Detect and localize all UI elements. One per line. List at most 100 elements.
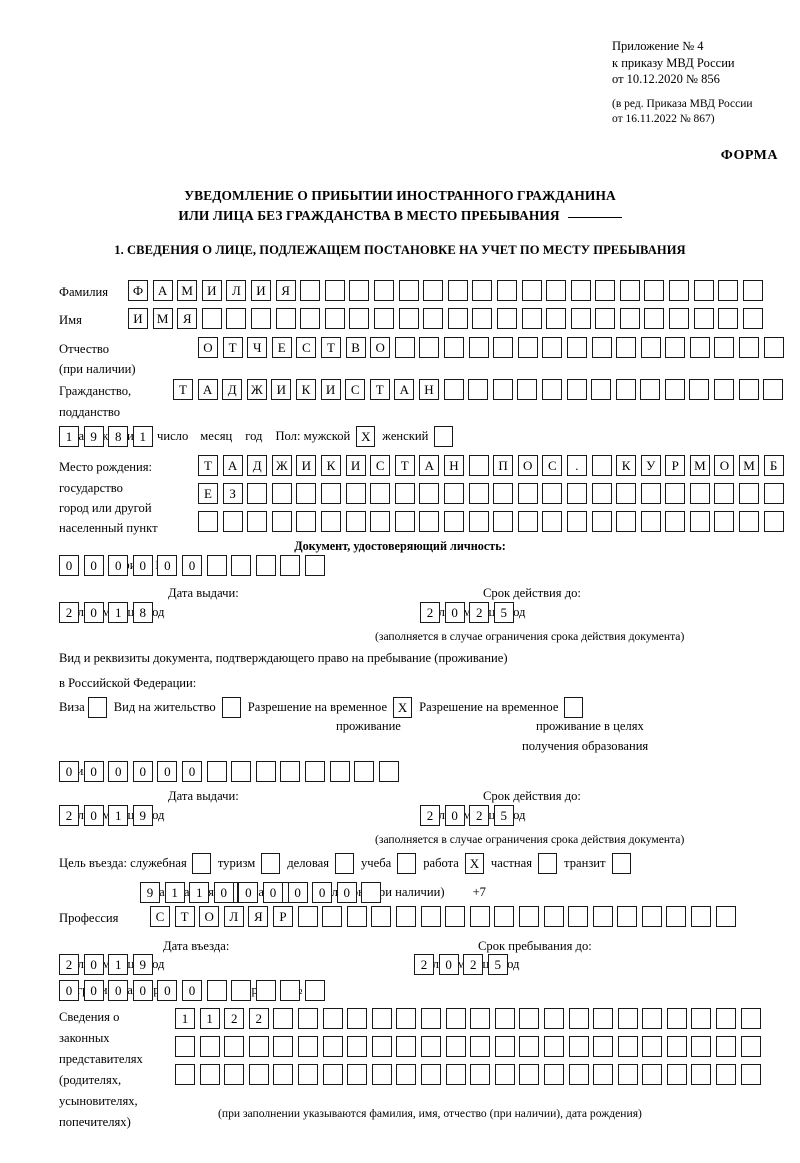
checkbox-purpose-private[interactable] xyxy=(538,853,558,874)
grid-cell[interactable]: И xyxy=(271,379,292,400)
grid-cell[interactable]: Д xyxy=(247,455,268,476)
grid-cell[interactable]: 2 xyxy=(414,954,434,975)
grid-cell[interactable] xyxy=(423,280,444,301)
grid-cell[interactable]: П xyxy=(493,455,514,476)
grid-cell[interactable]: Ф xyxy=(128,280,148,301)
grid-cell[interactable] xyxy=(445,1036,466,1057)
grid-cell[interactable] xyxy=(689,483,710,504)
grid-cell[interactable] xyxy=(371,1008,392,1029)
grid-cell[interactable] xyxy=(517,379,538,400)
grid-cell[interactable] xyxy=(714,511,735,532)
grid-cell[interactable] xyxy=(247,511,268,532)
grid-cell[interactable]: 2 xyxy=(59,954,79,975)
grid-cell[interactable] xyxy=(689,511,710,532)
grid-cell[interactable] xyxy=(398,280,419,301)
grid-cell[interactable] xyxy=(199,1064,220,1085)
grid-cell[interactable] xyxy=(739,511,760,532)
grid-cell[interactable] xyxy=(248,1064,269,1085)
grid-cell[interactable] xyxy=(324,308,345,329)
grid-cell[interactable] xyxy=(640,511,661,532)
grid-cell[interactable]: Д xyxy=(222,379,243,400)
grid-cell[interactable]: С xyxy=(296,337,317,358)
grid-cell[interactable]: Ч xyxy=(247,337,268,358)
grid-cell[interactable]: И xyxy=(345,455,366,476)
grid-cell[interactable] xyxy=(595,308,616,329)
grid-cell[interactable] xyxy=(517,483,538,504)
grid-cell[interactable] xyxy=(570,280,591,301)
grid-cell[interactable] xyxy=(739,337,760,358)
grid-cell[interactable]: О xyxy=(714,455,735,476)
grid-cell[interactable] xyxy=(740,1064,761,1085)
grid-cell[interactable]: 2 xyxy=(469,602,490,623)
grid-cell[interactable]: И xyxy=(201,280,222,301)
grid-cell[interactable]: Б xyxy=(763,455,784,476)
grid-cell[interactable] xyxy=(346,906,367,927)
grid-cell[interactable] xyxy=(521,308,542,329)
grid-cell[interactable]: 0 xyxy=(132,555,153,576)
grid-cell[interactable] xyxy=(255,980,276,1001)
grid-cell[interactable]: И xyxy=(296,455,317,476)
grid-cell[interactable] xyxy=(739,483,760,504)
grid-cell[interactable]: Н xyxy=(418,379,439,400)
grid-cell[interactable] xyxy=(420,1008,441,1029)
grid-cell[interactable]: 0 xyxy=(336,882,357,903)
grid-cell[interactable]: Ж xyxy=(246,379,267,400)
grid-cell[interactable]: В xyxy=(345,337,366,358)
grid-cell[interactable] xyxy=(591,337,612,358)
grid-cell[interactable] xyxy=(275,308,296,329)
grid-cell[interactable] xyxy=(640,483,661,504)
grid-cell[interactable] xyxy=(541,379,562,400)
grid-cell[interactable] xyxy=(691,1008,712,1029)
grid-cell[interactable] xyxy=(201,308,222,329)
grid-cell[interactable] xyxy=(396,1036,417,1057)
grid-cell[interactable] xyxy=(300,308,321,329)
grid-cell[interactable]: Р xyxy=(665,455,686,476)
grid-cell[interactable]: 0 xyxy=(238,882,259,903)
grid-cell[interactable] xyxy=(542,483,563,504)
grid-cell[interactable] xyxy=(370,511,391,532)
grid-cell[interactable]: 0 xyxy=(108,555,129,576)
grid-cell[interactable] xyxy=(280,980,301,1001)
grid-cell[interactable] xyxy=(568,1064,589,1085)
grid-cell[interactable] xyxy=(322,1008,343,1029)
grid-cell[interactable]: 0 xyxy=(157,761,178,782)
grid-cell[interactable] xyxy=(666,906,687,927)
grid-cell[interactable] xyxy=(592,906,613,927)
grid-cell[interactable] xyxy=(271,483,292,504)
grid-cell[interactable]: С xyxy=(542,455,563,476)
grid-cell[interactable] xyxy=(591,455,612,476)
grid-cell[interactable] xyxy=(304,980,325,1001)
grid-cell[interactable]: 9 xyxy=(83,426,104,447)
grid-cell[interactable]: 1 xyxy=(199,1008,220,1029)
grid-cell[interactable] xyxy=(616,483,637,504)
grid-cell[interactable] xyxy=(543,1064,564,1085)
grid-cell[interactable] xyxy=(470,1008,491,1029)
grid-cell[interactable] xyxy=(345,511,366,532)
grid-cell[interactable] xyxy=(543,1008,564,1029)
grid-cell[interactable]: 0 xyxy=(444,602,465,623)
grid-cell[interactable] xyxy=(521,280,542,301)
grid-cell[interactable] xyxy=(617,1008,638,1029)
grid-cell[interactable]: З xyxy=(222,483,243,504)
grid-cell[interactable] xyxy=(543,906,564,927)
grid-cell[interactable] xyxy=(742,308,763,329)
grid-cell[interactable] xyxy=(669,280,690,301)
grid-cell[interactable] xyxy=(396,1064,417,1085)
grid-cell[interactable]: 9 xyxy=(132,954,153,975)
grid-cell[interactable]: 2 xyxy=(59,805,79,826)
grid-cell[interactable]: А xyxy=(394,379,415,400)
grid-cell[interactable] xyxy=(469,906,490,927)
checkbox-sex-male[interactable]: X xyxy=(356,426,376,447)
grid-cell[interactable]: 5 xyxy=(487,954,508,975)
grid-cell[interactable] xyxy=(542,511,563,532)
grid-cell[interactable] xyxy=(255,555,276,576)
grid-cell[interactable]: 1 xyxy=(108,602,129,623)
grid-cell[interactable]: 0 xyxy=(83,954,104,975)
